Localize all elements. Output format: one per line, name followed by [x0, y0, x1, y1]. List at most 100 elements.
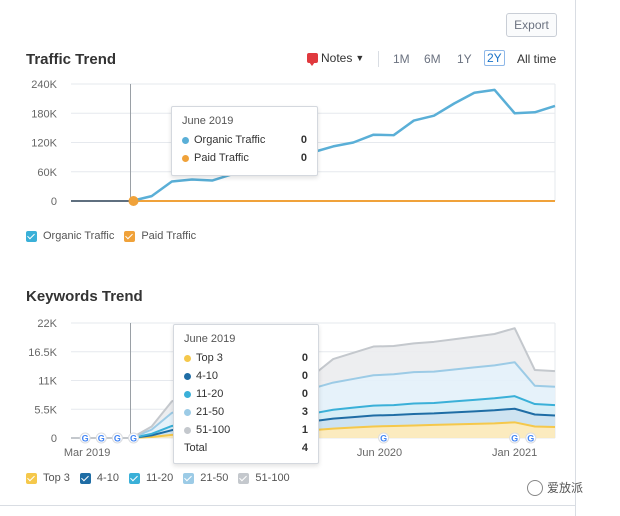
tooltip-value: 0 — [301, 370, 308, 382]
y-tick-label: 180K — [31, 108, 57, 120]
traffic-legend: Organic Traffic Paid Traffic — [26, 230, 206, 242]
google-update-marker-label: G — [82, 434, 89, 444]
google-update-marker — [509, 432, 521, 444]
legend-label: Top 3 — [43, 472, 70, 484]
legend-top3[interactable]: Top 3 — [26, 472, 70, 484]
notes-label: Notes — [321, 51, 353, 65]
legend-label: Organic Traffic — [43, 230, 115, 242]
keywords-tooltip-title: June 2019 — [184, 333, 236, 345]
legend-4-10[interactable]: 4-10 — [79, 472, 119, 484]
export-button[interactable]: Export — [506, 13, 557, 37]
pos51-100-dot-icon — [184, 426, 191, 434]
y-tick-label: 60K — [37, 167, 57, 179]
google-update-marker — [128, 432, 140, 444]
google-update-marker — [95, 432, 107, 444]
tooltip-row-11-20: 11-20 0 — [184, 385, 308, 403]
tooltip-row-total: Total 4 — [184, 439, 308, 457]
y-tick-label: 0 — [51, 196, 57, 208]
y-tick-label: 5.5K — [34, 404, 57, 416]
checkbox-icon[interactable] — [124, 230, 136, 242]
pos21-50-dot-icon — [184, 408, 191, 416]
notes-dropdown[interactable]: Notes ▼ — [307, 51, 365, 66]
legend-51-100[interactable]: 51-100 — [238, 472, 290, 484]
tooltip-label: Organic Traffic — [194, 134, 266, 146]
google-update-marker — [111, 432, 123, 444]
checkbox-icon[interactable] — [79, 472, 91, 484]
range-1m-button[interactable]: 1M — [393, 52, 410, 66]
google-update-marker-label: G — [114, 434, 121, 444]
tooltip-value: 1 — [301, 424, 308, 436]
google-update-marker-label: G — [98, 434, 105, 444]
legend-label: 21-50 — [200, 472, 229, 484]
keywords-legend: Top 3 4-10 11-20 21-50 51-100 — [26, 472, 300, 484]
panel-border-right — [575, 0, 576, 516]
series-line-organic-traffic — [131, 88, 556, 203]
tooltip-row-top3: Top 3 0 — [184, 349, 308, 367]
top3-dot-icon — [184, 354, 191, 362]
watermark-label: 爱放派 — [547, 481, 584, 495]
tooltip-value: 3 — [301, 406, 308, 418]
legend-organic-traffic[interactable]: Organic Traffic — [26, 230, 114, 242]
notes-icon — [307, 53, 318, 66]
tooltip-row-21-50: 21-50 3 — [184, 403, 308, 421]
wechat-icon — [527, 479, 543, 496]
google-update-marker-label: G — [130, 434, 137, 444]
tooltip-label: Top 3 — [196, 352, 223, 364]
tooltip-value: 4 — [301, 442, 308, 454]
x-tick-label: Jan 2021 — [492, 447, 537, 459]
google-update-marker — [79, 432, 91, 444]
checkbox-icon[interactable] — [26, 230, 37, 242]
tooltip-label: 4-10 — [196, 370, 219, 382]
y-tick-label: 120K — [31, 138, 57, 150]
organic-dot-icon — [182, 136, 189, 144]
checkbox-icon[interactable] — [183, 472, 195, 484]
traffic-tooltip: June 2019 Organic Traffic 0 Paid Traffic… — [171, 106, 318, 176]
range-1y-button[interactable]: 1Y — [457, 52, 472, 66]
tooltip-row-organic: Organic Traffic 0 — [182, 131, 307, 149]
google-update-marker-label: G — [380, 434, 387, 444]
checkbox-icon[interactable] — [238, 472, 250, 484]
tooltip-value: 0 — [300, 152, 307, 164]
tooltip-label: Paid Traffic — [194, 152, 249, 164]
y-tick-label: 22K — [37, 318, 57, 330]
google-update-marker-label: G — [511, 434, 518, 444]
tooltip-row-4-10: 4-10 0 — [184, 367, 308, 385]
pos11-20-dot-icon — [184, 390, 191, 398]
toolbar-separator — [378, 51, 379, 67]
range-2y-button[interactable]: 2Y — [484, 50, 505, 66]
checkbox-icon[interactable] — [128, 472, 140, 484]
tooltip-row-51-100: 51-100 1 — [184, 421, 308, 439]
tooltip-label: Total — [184, 442, 208, 454]
y-tick-label: 11K — [38, 376, 57, 388]
keywords-tooltip: June 2019 Top 3 0 4-10 0 11-20 0 21-50 3… — [173, 324, 319, 464]
keywords-trend-title: Keywords Trend — [26, 288, 143, 305]
google-update-marker — [525, 432, 537, 444]
watermark: 爱放派 — [527, 479, 583, 496]
legend-label: 51-100 — [255, 472, 290, 484]
range-all-time-button[interactable]: All time — [517, 52, 557, 66]
pos4-10-dot-icon — [184, 372, 191, 380]
legend-21-50[interactable]: 21-50 — [183, 472, 228, 484]
paid-dot-icon — [182, 154, 189, 162]
x-tick-label: Mar 2019 — [64, 447, 110, 459]
hover-point-paid — [128, 196, 139, 206]
tooltip-value: 0 — [300, 134, 307, 146]
traffic-trend-title: Traffic Trend — [26, 51, 117, 68]
legend-11-20[interactable]: 11-20 — [128, 472, 173, 484]
x-tick-label: Jun 2020 — [357, 447, 402, 459]
traffic-tooltip-title: June 2019 — [182, 115, 234, 127]
y-tick-label: 0 — [51, 433, 57, 445]
y-tick-label: 240K — [31, 79, 57, 91]
y-tick-label: 16.5K — [28, 347, 57, 359]
tooltip-row-paid: Paid Traffic 0 — [182, 149, 307, 167]
legend-paid-traffic[interactable]: Paid Traffic — [124, 230, 196, 242]
legend-label: Paid Traffic — [141, 230, 197, 242]
chevron-down-icon: ▼ — [355, 53, 365, 63]
tooltip-value: 0 — [301, 352, 308, 364]
checkbox-icon[interactable] — [26, 472, 37, 484]
range-6m-button[interactable]: 6M — [424, 52, 441, 66]
legend-label: 4-10 — [96, 472, 119, 484]
tooltip-label: 21-50 — [196, 406, 225, 418]
tooltip-label: 11-20 — [196, 388, 224, 400]
google-update-marker-label: G — [527, 434, 534, 444]
